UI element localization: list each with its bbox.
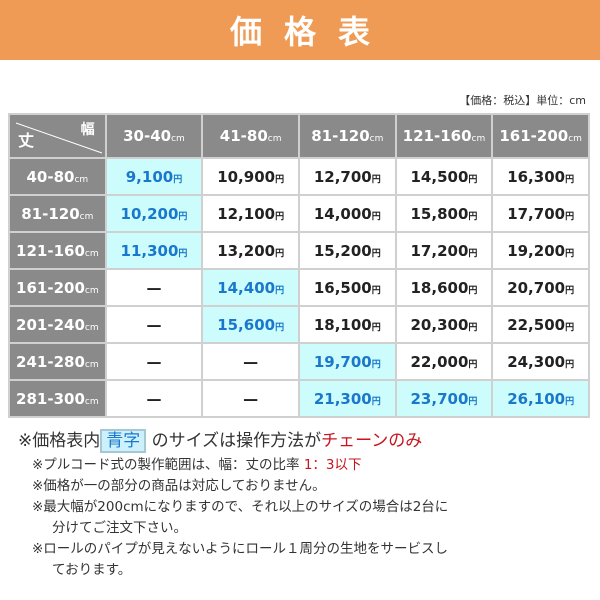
- price-cell: —: [201, 379, 300, 418]
- price-cell: 22,000円: [394, 342, 494, 381]
- price-cell: —: [201, 342, 300, 381]
- price-cell: 16,300円: [491, 157, 590, 196]
- note-text: ※価格表内: [18, 431, 101, 451]
- price-cell: 24,300円: [491, 342, 590, 381]
- table-row: 241-280cm — —19,700円 22,000円 24,300円: [8, 342, 590, 381]
- price-cell: —: [104, 268, 204, 307]
- height-label: 丈: [18, 131, 35, 150]
- price-cell: 22,500円: [491, 305, 590, 344]
- note-1: ※プルコード式の製作範囲は、幅：丈の比率 1：3以下: [32, 455, 448, 476]
- price-cell: 23,700円: [394, 379, 494, 418]
- price-cell: 15,200円: [297, 231, 397, 270]
- price-cell: 18,600円: [394, 268, 494, 307]
- price-cell: 13,200円: [201, 231, 300, 270]
- price-cell: 16,500円: [297, 268, 397, 307]
- ratio-text: 1：3以下: [303, 457, 362, 473]
- note-2: ※価格が一の部分の商品は対応しておりません。: [32, 478, 326, 494]
- price-cell: 19,200円: [491, 231, 590, 270]
- note-4-cont: ております。: [52, 562, 132, 578]
- page-title: 価格表: [229, 13, 392, 51]
- note-4: ※ロールのパイプが見えないようにロール１周分の生地をサービスし: [32, 541, 449, 557]
- unit-note: 【価格：税込】単位：cm: [459, 94, 586, 107]
- column-header: 41-80cm: [201, 113, 300, 159]
- price-cell: 9,100円: [104, 157, 204, 196]
- row-header: 121-160cm: [8, 231, 107, 270]
- note-main: ※価格表内 青字 のサイズは操作方法がチェーンのみ: [18, 426, 448, 453]
- price-cell: 20,700円: [491, 268, 590, 307]
- corner-header: 丈 幅: [8, 113, 107, 159]
- row-header: 81-120cm: [8, 194, 107, 233]
- price-cell: 10,200円: [104, 194, 204, 233]
- price-table: 丈 幅 30-40cm 41-80cm 81-120cm 121-160cm 161-2…: [8, 113, 590, 418]
- column-header: 121-160cm: [394, 113, 494, 159]
- column-header: 81-120cm: [297, 113, 397, 159]
- price-cell: 12,100円: [201, 194, 300, 233]
- title-banner: 価格表: [0, 0, 600, 60]
- table-row: 81-120cm 10,200円 12,100円 14,000円 15,800円 17,7…: [8, 194, 590, 233]
- note-text: ※プルコード式の製作範囲は、幅：丈の比率: [32, 457, 304, 473]
- price-cell: —: [104, 305, 204, 344]
- width-label: 幅: [80, 122, 95, 138]
- note-text: のサイズは操作方法が: [151, 431, 322, 451]
- column-header: 161-200cm: [491, 113, 590, 159]
- notes: ※価格表内 青字 のサイズは操作方法がチェーンのみ ※プルコード式の製作範囲は、幅…: [18, 426, 448, 581]
- table-row: 121-160cm 11,300円 13,200円 15,200円 17,200円 19,…: [8, 231, 590, 270]
- price-cell: 17,200円: [394, 231, 494, 270]
- price-cell: 20,300円: [394, 305, 494, 344]
- price-cell: 26,100円: [491, 379, 590, 418]
- price-cell: —: [104, 379, 204, 418]
- chain-only-text: チェーンのみ: [321, 431, 423, 451]
- price-cell: 14,000円: [297, 194, 397, 233]
- price-cell: 15,600円: [201, 305, 300, 344]
- table-row: 40-80cm 9,100円 10,900円 12,700円 14,500円 16,300…: [8, 157, 590, 196]
- price-cell: 17,700円: [491, 194, 590, 233]
- table-row: 201-240cm —15,600円 18,100円 20,300円 22,500円: [8, 305, 590, 344]
- price-cell: 15,800円: [394, 194, 494, 233]
- row-header: 241-280cm: [8, 342, 107, 381]
- note-3: ※最大幅が200cmになりますので、それ以上のサイズの場合は2台に: [32, 499, 449, 515]
- price-cell: 14,400円: [201, 268, 300, 307]
- row-header: 40-80cm: [8, 157, 107, 196]
- price-cell: 18,100円: [297, 305, 397, 344]
- diagonal-divider: [15, 122, 103, 154]
- price-cell: 11,300円: [104, 231, 204, 270]
- row-header: 281-300cm: [8, 379, 107, 418]
- table-row: 161-200cm —14,400円 16,500円 18,600円 20,700円: [8, 268, 590, 307]
- price-cell: 10,900円: [201, 157, 300, 196]
- price-cell: 19,700円: [297, 342, 397, 381]
- blue-text-highlight: 青字: [100, 429, 147, 453]
- column-header: 30-40cm: [104, 113, 204, 159]
- price-cell: 12,700円: [297, 157, 397, 196]
- price-cell: 21,300円: [297, 379, 397, 418]
- table-row: 281-300cm — —21,300円 23,700円 26,100円: [8, 379, 590, 418]
- price-cell: —: [104, 342, 204, 381]
- price-cell: 14,500円: [394, 157, 494, 196]
- note-3-cont: 分けてご注文下さい。: [52, 520, 187, 536]
- row-header: 161-200cm: [8, 268, 107, 307]
- row-header: 201-240cm: [8, 305, 107, 344]
